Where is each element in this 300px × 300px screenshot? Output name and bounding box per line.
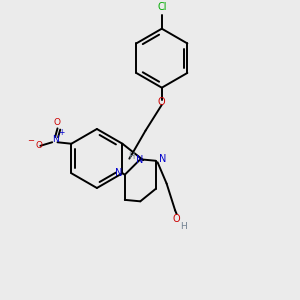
Text: O: O xyxy=(54,118,61,127)
Text: H: H xyxy=(128,152,134,161)
Text: N: N xyxy=(159,154,166,164)
Text: O: O xyxy=(173,214,180,224)
Text: +: + xyxy=(58,128,65,137)
Text: N: N xyxy=(136,155,143,165)
Text: O: O xyxy=(158,98,166,107)
Text: Cl: Cl xyxy=(157,2,166,12)
Text: O: O xyxy=(35,141,42,150)
Text: −: − xyxy=(27,136,34,145)
Text: H: H xyxy=(181,222,188,231)
Text: N: N xyxy=(115,168,122,178)
Text: N: N xyxy=(52,135,59,144)
